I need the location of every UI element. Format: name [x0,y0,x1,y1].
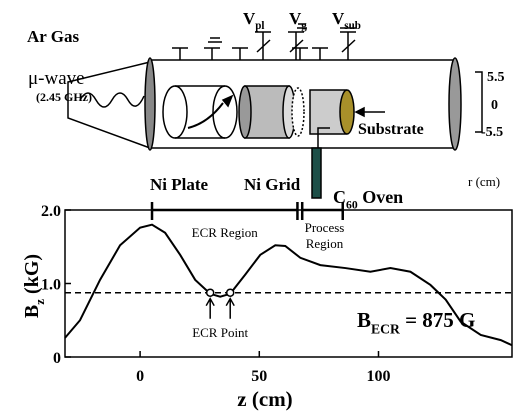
radius-tick: -5.5 [481,125,503,140]
ni-plate-label: Ni Plate [150,175,209,194]
v-pl-label-base: V [243,9,256,28]
ecr-arrow [206,299,214,319]
ecr-point-label: ECR Point [192,325,248,340]
reference-label-sub: ECR [371,321,400,336]
substrate-label: Substrate [358,121,424,138]
y-axis-label-base: B [21,305,43,318]
x-tick-label: 0 [136,368,144,385]
radius-tick: 5.5 [487,70,505,85]
plot-frame [65,210,512,357]
x-axis-label-rest: (cm) [247,387,293,411]
region-label: ECR Region [192,225,259,240]
reference-label: BECR = 875 G [357,308,475,336]
v-pl-label: Vpl [243,9,265,32]
reference-label-base: B [357,308,371,332]
x-tick-label: 50 [251,368,267,385]
oven-label-base: C [333,187,346,207]
v-g-label-sub: g [301,20,307,32]
v-sub-label: Vsub [332,9,361,32]
x-axis-label: z (cm) [237,387,292,411]
ecr-point [207,289,214,296]
region-label: Region [306,236,344,251]
ar-gas-label: Ar Gas [27,27,79,46]
y-tick-label: 0 [53,350,61,367]
oven-label-rest: Oven [358,187,404,207]
y-tick-label: 1.0 [41,277,61,294]
apparatus [68,24,482,198]
v-pl-label-sub: pl [255,20,264,32]
microwave-label: μ-wave [28,68,85,89]
frequency-label: (2.45 GHz) [36,90,92,104]
radius-tick: 0 [491,98,498,113]
x-axis-label-base: z [237,387,246,411]
figure: Ar Gas μ-wave (2.45 GHz) Ni Plate Ni Gri… [0,0,520,412]
y-axis-label-rest: (kG) [21,254,43,299]
region-bracket [152,202,297,220]
radius-unit: r (cm) [468,174,500,189]
v-g-label-base: V [289,9,302,28]
ni-grid-label: Ni Grid [244,175,301,194]
reference-label-rest: = 875 G [400,308,476,332]
y-tick-label: 2.0 [41,203,61,220]
v-sub-label-sub: sub [344,20,361,32]
region-label: Process [305,220,345,235]
v-sub-label-base: V [332,9,345,28]
ecr-arrow [226,299,234,319]
ecr-point [227,289,234,296]
x-tick-label: 100 [366,368,390,385]
